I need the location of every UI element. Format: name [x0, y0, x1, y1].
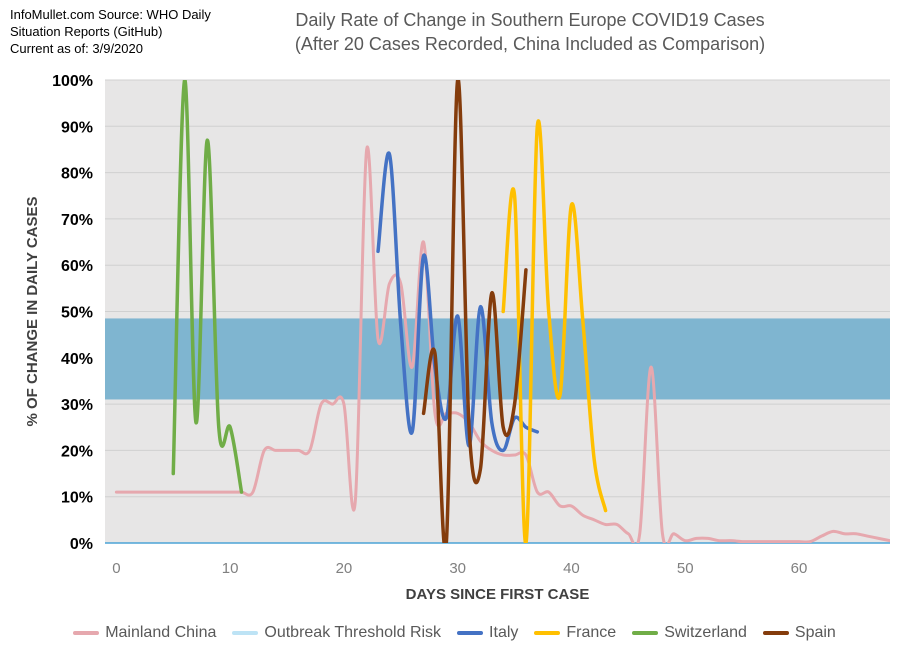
- legend-swatch: [457, 631, 484, 635]
- y-tick-label: 70%: [61, 212, 93, 229]
- x-axis-title: DAYS SINCE FIRST CASE: [406, 586, 590, 603]
- legend: Mainland China Outbreak Threshold Risk Ita…: [0, 624, 909, 642]
- legend-swatch: [73, 631, 100, 635]
- legend-item-switzerland: Switzerland: [632, 624, 747, 642]
- source-note: InfoMullet.com Source: WHO Daily Situati…: [10, 6, 211, 57]
- y-axis-title: % OF CHANGE IN DAILY CASES: [24, 196, 41, 426]
- series-line-spain: [421, 80, 528, 543]
- y-tick-label: 80%: [61, 166, 93, 183]
- y-tick-label: 50%: [61, 305, 93, 322]
- y-tick-label: 30%: [61, 397, 93, 414]
- x-tick-label: 60: [791, 560, 808, 577]
- y-tick-label: 100%: [52, 73, 93, 90]
- chart-title-line-1: Daily Rate of Change in Southern Europe …: [295, 10, 765, 30]
- legend-label: Italy: [489, 624, 519, 641]
- x-tick-label: 20: [336, 560, 353, 577]
- x-tick-label: 0: [112, 560, 120, 577]
- source-line-3: Current as of: 3/9/2020: [10, 41, 143, 56]
- series-lines: [114, 80, 890, 543]
- legend-item-france: France: [534, 624, 616, 642]
- legend-swatch: [632, 631, 659, 635]
- series-line-mainland-china: [114, 145, 890, 543]
- y-tick-label: 0%: [70, 536, 93, 553]
- y-tick-label: 40%: [61, 351, 93, 368]
- legend-swatch: [232, 631, 259, 635]
- chart-title: Daily Rate of Change in Southern Europe …: [240, 8, 820, 56]
- y-tick-label: 90%: [61, 119, 93, 136]
- source-line-2: Situation Reports (GitHub): [10, 24, 163, 39]
- legend-label: France: [566, 624, 617, 641]
- legend-label: Outbreak Threshold Risk: [264, 624, 442, 641]
- chart-title-line-2: (After 20 Cases Recorded, China Included…: [294, 34, 766, 54]
- series-line-switzerland: [171, 80, 244, 494]
- legend-item-mainland-china: Mainland China: [73, 624, 216, 642]
- y-tick-label: 20%: [61, 443, 93, 460]
- y-axis-ticks: 0% 10% 20% 30% 40% 50% 60% 70% 80% 90% 100%: [52, 73, 93, 553]
- legend-item-outbreak-threshold-risk: Outbreak Threshold Risk: [232, 624, 441, 642]
- x-tick-label: 10: [222, 560, 239, 577]
- legend-label: Mainland China: [105, 624, 217, 641]
- x-axis-ticks: 0 10 20 30 40 50 60: [112, 560, 807, 577]
- line-chart: 0% 10% 20% 30% 40% 50% 60% 70% 80% 90% 100% 0 10 20 3…: [24, 73, 890, 603]
- legend-item-italy: Italy: [457, 624, 518, 642]
- series-line-france: [501, 119, 608, 543]
- legend-swatch: [534, 631, 561, 635]
- x-tick-label: 50: [677, 560, 694, 577]
- y-tick-label: 10%: [61, 490, 93, 507]
- legend-item-spain: Spain: [762, 624, 836, 642]
- source-line-1: InfoMullet.com Source: WHO Daily: [10, 7, 211, 22]
- legend-label: Switzerland: [664, 624, 747, 641]
- legend-label: Spain: [794, 624, 836, 641]
- legend-swatch: [762, 631, 789, 635]
- x-tick-label: 30: [449, 560, 466, 577]
- y-tick-label: 60%: [61, 258, 93, 275]
- x-tick-label: 40: [563, 560, 580, 577]
